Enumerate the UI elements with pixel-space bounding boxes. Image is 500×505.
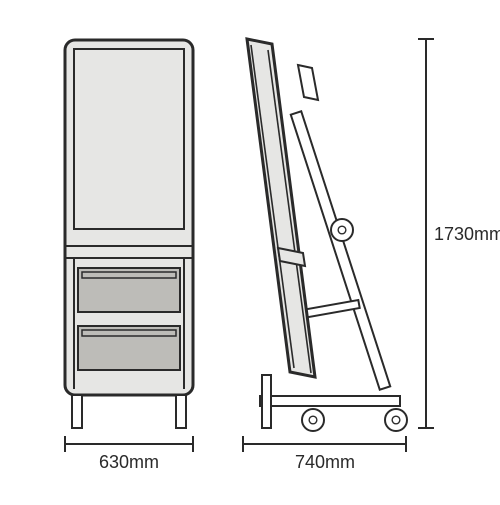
technical-drawing: 630mm 740mm 1730mm xyxy=(0,0,500,500)
dim-label-height: 1730mm xyxy=(434,224,500,245)
dim-label-width-side: 740mm xyxy=(295,452,355,473)
drawing-svg xyxy=(0,0,500,500)
dim-label-width-front: 630mm xyxy=(99,452,159,473)
